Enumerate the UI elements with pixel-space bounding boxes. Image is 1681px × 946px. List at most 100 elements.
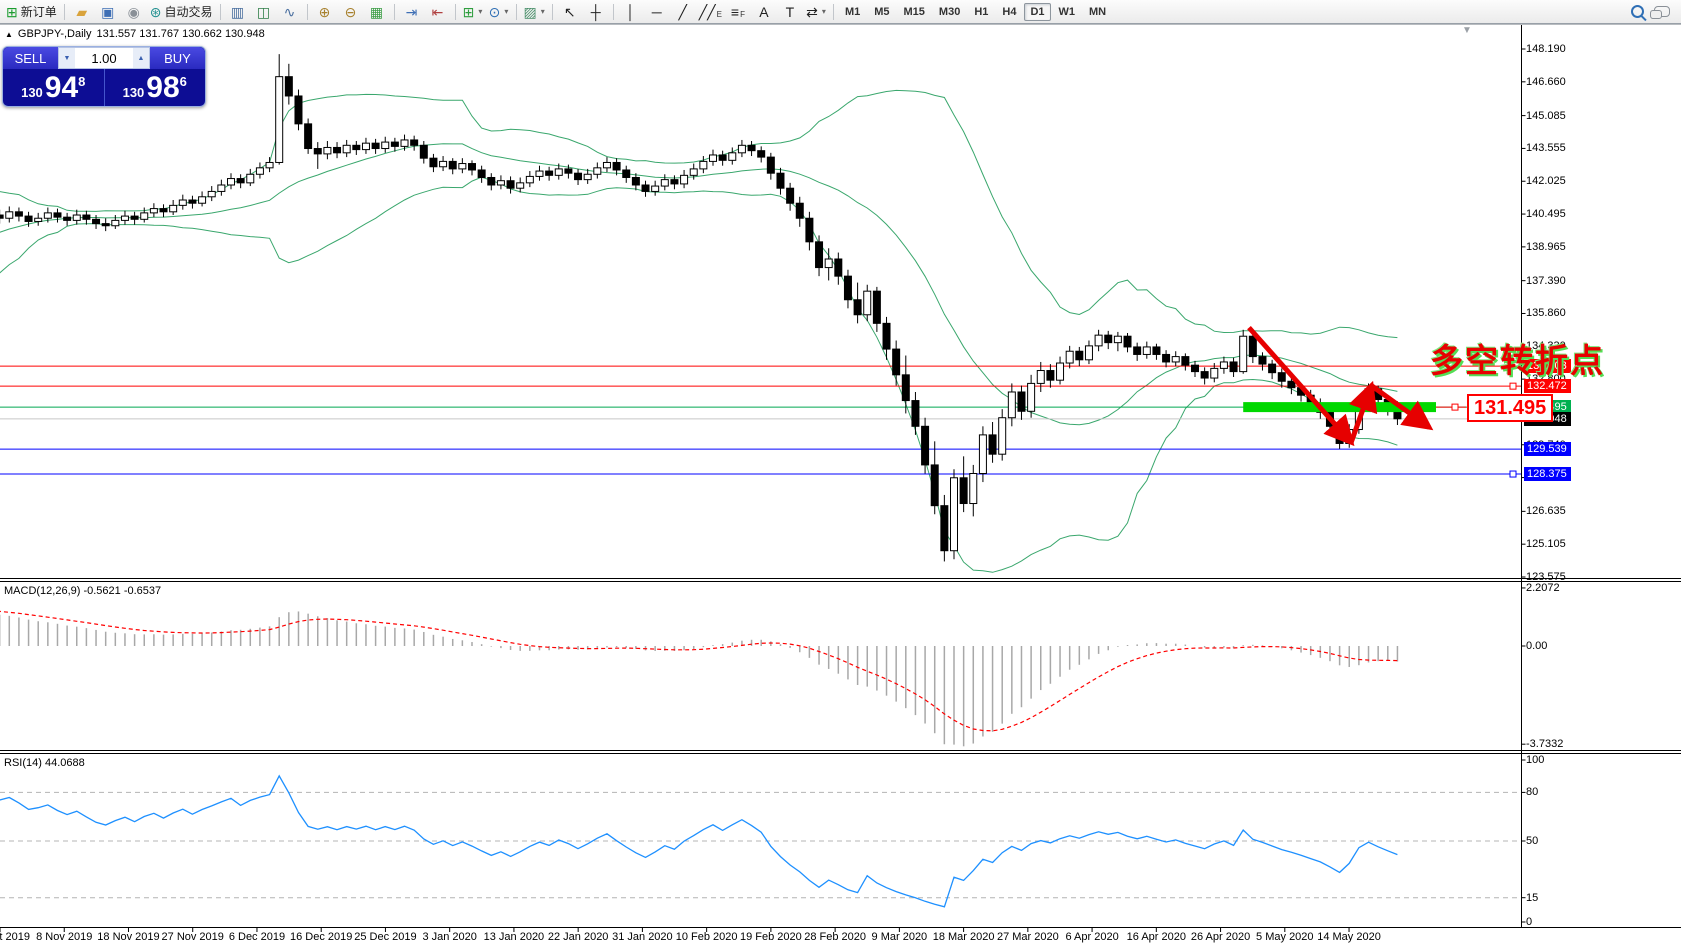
buy-price-prefix: 130 (122, 85, 145, 100)
line-chart-icon: ∿ (283, 3, 296, 20)
new-order-button[interactable]: ⊞ 新订单 (3, 2, 60, 22)
toolbar-separator (551, 3, 553, 20)
candlestick-icon: ◫ (256, 3, 271, 20)
shapes-icon[interactable]: ⇄ ▾ (803, 2, 829, 22)
computer-icon[interactable]: ▣ (95, 2, 121, 22)
new-order-icon: ⊞ (6, 3, 18, 20)
templates-icon: ▨ (523, 3, 537, 20)
rsi-indicator-label: RSI(14) 44.0688 (4, 757, 85, 769)
buy-price[interactable]: 130 98 6 (105, 69, 206, 106)
tile-windows-icon[interactable]: ▦ (364, 2, 390, 22)
periods-icon: ⊙ (488, 3, 501, 20)
signal-icon[interactable]: ◉ (121, 2, 147, 22)
computer-icon: ▣ (101, 3, 115, 20)
autotrade-button[interactable]: ⊛ 自动交易 (147, 2, 216, 22)
gold-icon[interactable]: ▰ (69, 2, 95, 22)
bar-chart-icon[interactable]: ▥ (225, 2, 251, 22)
channel-icon: ╱╱ (698, 3, 716, 20)
crosshair-icon: ┼ (590, 3, 601, 20)
timeframe-mn[interactable]: MN (1089, 5, 1107, 18)
new-chart-icon: ⊞ (462, 3, 475, 20)
timeframe-m15[interactable]: M15 (903, 5, 925, 18)
chevron-down-icon[interactable]: ▾ (504, 7, 509, 16)
shapes-icon: ⇄ (806, 3, 818, 20)
symbol-info: ▲ GBPJPY-,Daily 131.557 131.767 130.662 … (5, 28, 265, 40)
autotrade-icon: ⊛ (149, 3, 162, 20)
channel-icon[interactable]: ╱╱ E (696, 2, 725, 22)
icon-sub-letter: F (740, 10, 745, 19)
chart-shift-icon[interactable]: ⇤ (425, 2, 451, 22)
hline-icon: ─ (651, 3, 662, 20)
text-icon: A (759, 3, 769, 20)
new-chart-button[interactable]: ⊞ ▾ (460, 2, 486, 22)
cursor-icon[interactable]: ↖ (557, 2, 583, 22)
symbol-ohlc: 131.557 131.767 130.662 130.948 (96, 28, 265, 40)
level-price-tag[interactable]: 131.495 (1467, 394, 1554, 422)
auto-scroll-icon[interactable]: ⇥ (399, 2, 425, 22)
vline-icon[interactable]: │ (618, 2, 644, 22)
trendline-icon[interactable]: ╱ (670, 2, 696, 22)
panel-collapse-icon[interactable]: ▲ (5, 29, 13, 39)
trendline-icon: ╱ (678, 3, 687, 20)
line-chart-icon[interactable]: ∿ (277, 2, 303, 22)
buy-price-main: 98 (146, 70, 180, 104)
tile-windows-icon: ▦ (369, 3, 384, 20)
auto-scroll-icon: ⇥ (405, 3, 418, 20)
timeframe-m5[interactable]: M5 (874, 5, 890, 18)
sell-price[interactable]: 130 94 8 (3, 69, 104, 106)
turning-point-annotation[interactable]: 多空转折点 (1430, 342, 1605, 379)
macd-indicator-label: MACD(12,26,9) -0.5621 -0.6537 (4, 585, 162, 597)
search-icon[interactable] (1631, 5, 1644, 18)
volume-increase-button[interactable]: ▲ (133, 48, 149, 68)
bar-chart-icon: ▥ (230, 3, 245, 20)
toolbar-separator (515, 3, 517, 20)
symbol-name: GBPJPY-,Daily (17, 28, 92, 40)
chevron-down-icon[interactable]: ▾ (821, 7, 826, 16)
cursor-icon: ↖ (563, 3, 576, 20)
candlestick-icon[interactable]: ◫ (251, 2, 277, 22)
signal-icon: ◉ (127, 3, 140, 20)
label-icon: T (785, 3, 795, 20)
zoom-in-icon[interactable]: ⊕ (312, 2, 338, 22)
text-icon[interactable]: A (751, 2, 777, 22)
timeframe-w1[interactable]: W1 (1058, 5, 1076, 18)
chevron-down-icon[interactable]: ▾ (478, 7, 483, 16)
toolbar-separator (454, 3, 456, 20)
toolbar-separator (612, 3, 614, 20)
timeframe-m30[interactable]: M30 (938, 5, 961, 18)
hline-icon[interactable]: ─ (644, 2, 670, 22)
timeframe-h1[interactable]: H1 (974, 5, 989, 18)
icon-sub-letter: E (716, 10, 722, 19)
timeframe-d1[interactable]: D1 (1024, 2, 1051, 21)
label-icon[interactable]: T (777, 2, 803, 22)
chat-icon[interactable] (1650, 6, 1670, 19)
timeframe-h4[interactable]: H4 (1002, 5, 1017, 18)
volume-input[interactable]: 1.00 (91, 50, 117, 66)
one-click-trading-panel: SELL ▼ 1.00 ▲ BUY 130 94 8 130 98 6 (2, 46, 206, 107)
templates-button[interactable]: ▨ ▾ (521, 2, 548, 22)
periods-button[interactable]: ⊙ ▾ (486, 2, 512, 22)
fibonacci-icon: ≡ (730, 3, 740, 20)
toolbar-separator (832, 3, 834, 20)
zoom-out-icon[interactable]: ⊖ (338, 2, 364, 22)
chevron-down-icon[interactable]: ▾ (540, 7, 545, 16)
new-order-button-label: 新订单 (20, 5, 57, 19)
crosshair-icon[interactable]: ┼ (583, 2, 609, 22)
buy-button[interactable]: BUY (150, 47, 205, 69)
timeframe-m1[interactable]: M1 (844, 5, 861, 18)
autotrade-button-label: 自动交易 (164, 5, 213, 19)
fibonacci-icon[interactable]: ≡ F (725, 2, 751, 22)
main-toolbar: ⊞ 新订单 ▰ ▣ ◉ ⊛ 自动交易 ▥ ◫ ∿ ⊕ ⊖ ▦ ⇥ ⇤ ⊞ ▾ ⊙ ▾ ▨ ▾ ↖ ┼ │ ─ ╱ ╱╱ E ≡ F A T ⇄ ▾… (0, 0, 1681, 24)
sell-price-main: 94 (44, 70, 79, 104)
sell-button[interactable]: SELL (3, 47, 58, 69)
vline-icon: │ (626, 3, 636, 20)
volume-decrease-button[interactable]: ▼ (59, 48, 75, 68)
toolbar-separator (393, 3, 395, 20)
toolbar-separator (63, 3, 65, 20)
sell-price-pip: 8 (78, 74, 86, 89)
buy-price-pip: 6 (179, 74, 187, 89)
chart-shift-marker-icon[interactable]: ▼ (1462, 25, 1472, 36)
zoom-in-icon: ⊕ (318, 3, 331, 20)
